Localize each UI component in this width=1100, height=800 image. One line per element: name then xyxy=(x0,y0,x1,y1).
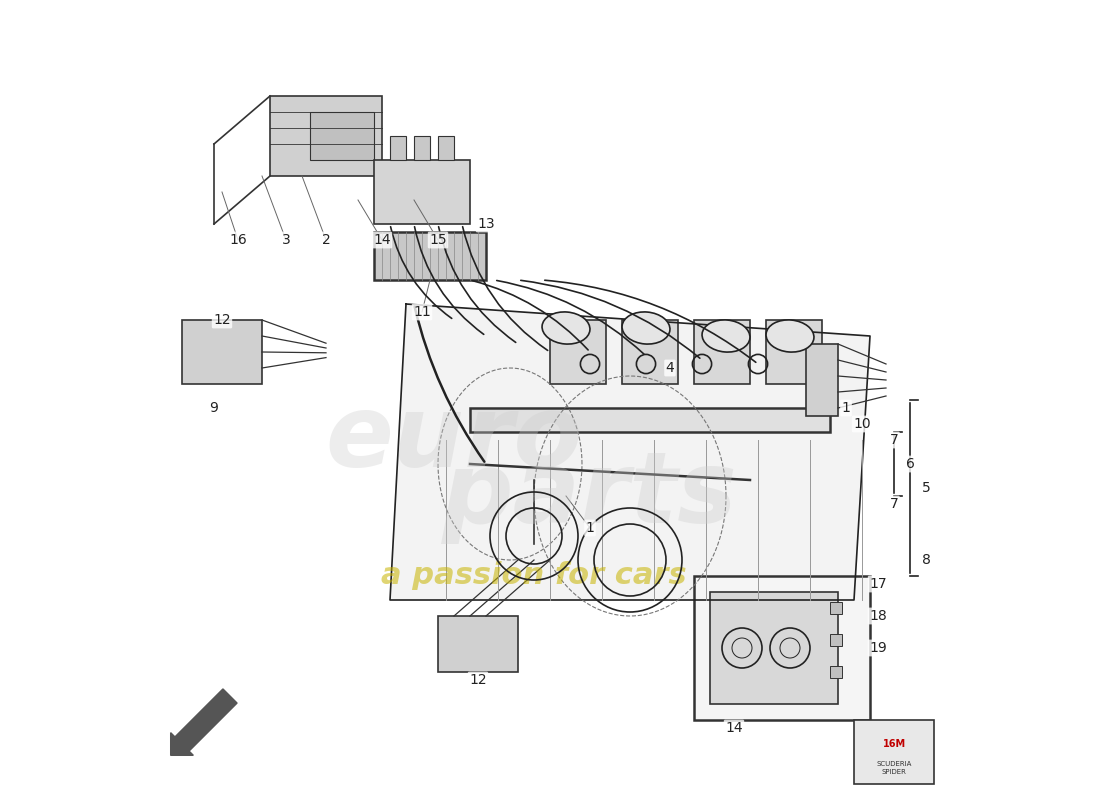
Bar xyxy=(470,408,830,432)
Bar xyxy=(830,666,842,678)
Text: euro: euro xyxy=(326,391,583,489)
Polygon shape xyxy=(390,304,870,600)
Text: parts: parts xyxy=(442,447,738,545)
Bar xyxy=(694,320,750,384)
Text: 19: 19 xyxy=(869,641,887,655)
Text: 3: 3 xyxy=(282,233,290,247)
Bar xyxy=(310,112,374,160)
Text: 7: 7 xyxy=(890,497,899,511)
Text: 9: 9 xyxy=(210,401,219,415)
Ellipse shape xyxy=(623,312,670,344)
Text: 1: 1 xyxy=(585,521,594,535)
Text: 12: 12 xyxy=(470,673,487,687)
Text: 12: 12 xyxy=(213,313,231,327)
Text: 14: 14 xyxy=(725,721,742,735)
Text: 6: 6 xyxy=(905,457,914,471)
Bar xyxy=(710,592,838,704)
Bar xyxy=(550,320,606,384)
Bar xyxy=(621,320,678,384)
Text: 14: 14 xyxy=(373,233,390,247)
Text: 18: 18 xyxy=(869,609,887,623)
Bar xyxy=(766,320,822,384)
Text: 16: 16 xyxy=(229,233,246,247)
Text: 5: 5 xyxy=(922,481,931,495)
Text: 1: 1 xyxy=(842,401,850,415)
Bar xyxy=(374,160,470,224)
Text: SCUDERIA
SPIDER: SCUDERIA SPIDER xyxy=(877,762,912,774)
Bar xyxy=(830,634,842,646)
FancyArrow shape xyxy=(170,689,238,755)
Text: 4: 4 xyxy=(666,361,674,375)
Text: 8: 8 xyxy=(922,553,931,567)
Text: a passion for cars: a passion for cars xyxy=(382,562,686,590)
Bar xyxy=(374,232,486,280)
Bar xyxy=(270,96,382,176)
Bar xyxy=(438,136,454,160)
Bar xyxy=(830,602,842,614)
Bar xyxy=(182,320,262,384)
Text: 15: 15 xyxy=(429,233,447,247)
Text: 13: 13 xyxy=(477,217,495,231)
Text: 7: 7 xyxy=(890,433,899,447)
Text: 11: 11 xyxy=(414,305,431,319)
Text: 16M: 16M xyxy=(882,739,905,749)
Bar xyxy=(694,576,870,720)
Bar xyxy=(806,344,838,416)
Ellipse shape xyxy=(766,320,814,352)
Bar xyxy=(414,136,430,160)
Text: 2: 2 xyxy=(321,233,330,247)
Bar xyxy=(438,616,518,672)
Ellipse shape xyxy=(702,320,750,352)
Bar xyxy=(390,136,406,160)
Text: 17: 17 xyxy=(869,577,887,591)
Bar xyxy=(854,720,934,784)
Text: 10: 10 xyxy=(854,417,871,431)
Ellipse shape xyxy=(542,312,590,344)
